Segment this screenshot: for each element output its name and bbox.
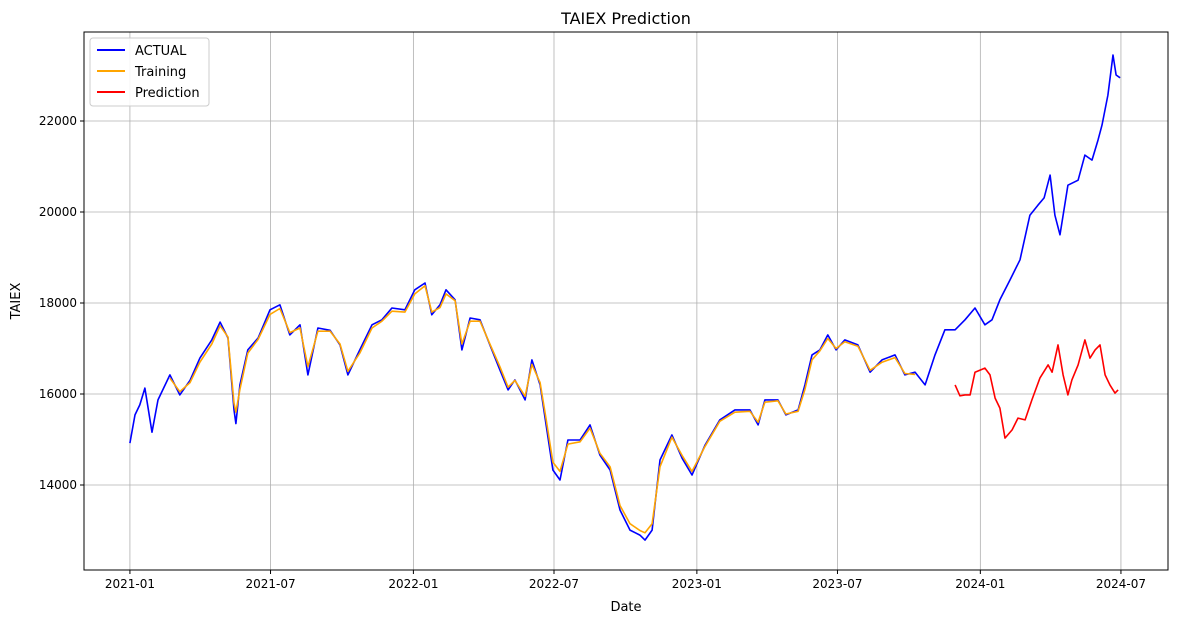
axis-ticks: 2021-01 2021-07 2022-01 2022-07 2023-01 2023-… bbox=[39, 114, 1146, 591]
y-tick-label: 16000 bbox=[39, 387, 77, 401]
x-tick-label: 2021-01 bbox=[105, 577, 155, 591]
x-tick-label: 2023-07 bbox=[812, 577, 862, 591]
legend-label-actual: ACTUAL bbox=[135, 44, 187, 59]
y-tick-label: 18000 bbox=[39, 296, 77, 310]
x-axis-label: Date bbox=[610, 600, 641, 615]
x-tick-label: 2021-07 bbox=[245, 577, 295, 591]
series-line-training bbox=[169, 284, 916, 534]
y-tick-label: 14000 bbox=[39, 478, 77, 492]
grid bbox=[84, 32, 1168, 570]
chart-title: TAIEX Prediction bbox=[560, 9, 691, 28]
x-tick-label: 2022-01 bbox=[388, 577, 438, 591]
x-tick-label: 2024-07 bbox=[1096, 577, 1146, 591]
legend-label-training: Training bbox=[134, 65, 186, 80]
x-tick-label: 2024-01 bbox=[955, 577, 1005, 591]
series-line-prediction bbox=[954, 339, 1119, 439]
plot-frame bbox=[83, 31, 1169, 571]
series-line-actual bbox=[129, 54, 1121, 541]
x-tick-label: 2023-01 bbox=[672, 577, 722, 591]
legend: ACTUAL Training Prediction bbox=[89, 37, 210, 107]
legend-label-prediction: Prediction bbox=[135, 86, 200, 101]
y-axis-label: TAIEX bbox=[9, 283, 24, 321]
y-tick-label: 22000 bbox=[39, 114, 77, 128]
x-tick-label: 2022-07 bbox=[529, 577, 579, 591]
series-lines bbox=[129, 54, 1121, 541]
y-tick-label: 20000 bbox=[39, 205, 77, 219]
